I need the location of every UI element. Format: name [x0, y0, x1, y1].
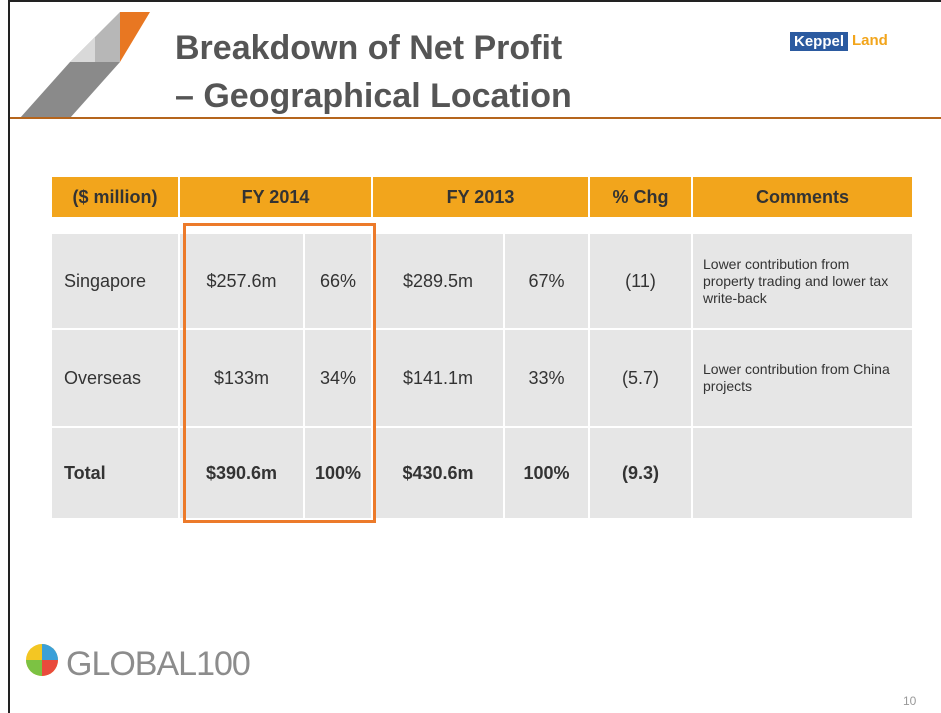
- body-cell: $390.6m: [180, 428, 305, 520]
- body-cell: 33%: [505, 330, 590, 428]
- body-cell: Overseas: [52, 330, 180, 428]
- comment-cell: Lower contribution from property trading…: [693, 234, 914, 330]
- comment-cell: [693, 428, 914, 520]
- header-cell: ($ million): [52, 177, 180, 219]
- footer-brand: GLOBAL100: [66, 645, 251, 683]
- corner-decoration: [20, 12, 150, 118]
- highlight-box: [183, 223, 376, 523]
- globe-icon: [26, 644, 58, 676]
- body-cell: (11): [590, 234, 693, 330]
- header-cell: % Chg: [590, 177, 693, 219]
- body-cell: $289.5m: [373, 234, 505, 330]
- left-border: [8, 0, 10, 713]
- body-cell: 66%: [305, 234, 373, 330]
- page-number: 10: [903, 694, 917, 708]
- title-line: Breakdown of Net Profit: [175, 29, 563, 67]
- body-cell: 100%: [305, 428, 373, 520]
- header-cell: FY 2013: [373, 177, 590, 219]
- logo-word: Land: [852, 32, 888, 49]
- body-cell: 100%: [505, 428, 590, 520]
- body-cell: Total: [52, 428, 180, 520]
- header-cell: Comments: [693, 177, 914, 219]
- top-border: [8, 0, 941, 2]
- header-rule: [10, 117, 941, 119]
- body-cell: $430.6m: [373, 428, 505, 520]
- body-cell: $141.1m: [373, 330, 505, 428]
- title: Breakdown of Net Profit – Geographical L…: [175, 24, 572, 120]
- body-cell: $133m: [180, 330, 305, 428]
- logo-word: Keppel: [790, 32, 849, 51]
- header-cell: FY 2014: [180, 177, 373, 219]
- body-cell: 67%: [505, 234, 590, 330]
- body-cell: $257.6m: [180, 234, 305, 330]
- body-cell: 34%: [305, 330, 373, 428]
- logo: Keppel Land: [790, 32, 888, 51]
- body-cell: (5.7): [590, 330, 693, 428]
- body-cell: Singapore: [52, 234, 180, 330]
- body-cell: (9.3): [590, 428, 693, 520]
- comment-cell: Lower contribution from China projects: [693, 330, 914, 428]
- title-line: – Geographical Location: [175, 77, 572, 115]
